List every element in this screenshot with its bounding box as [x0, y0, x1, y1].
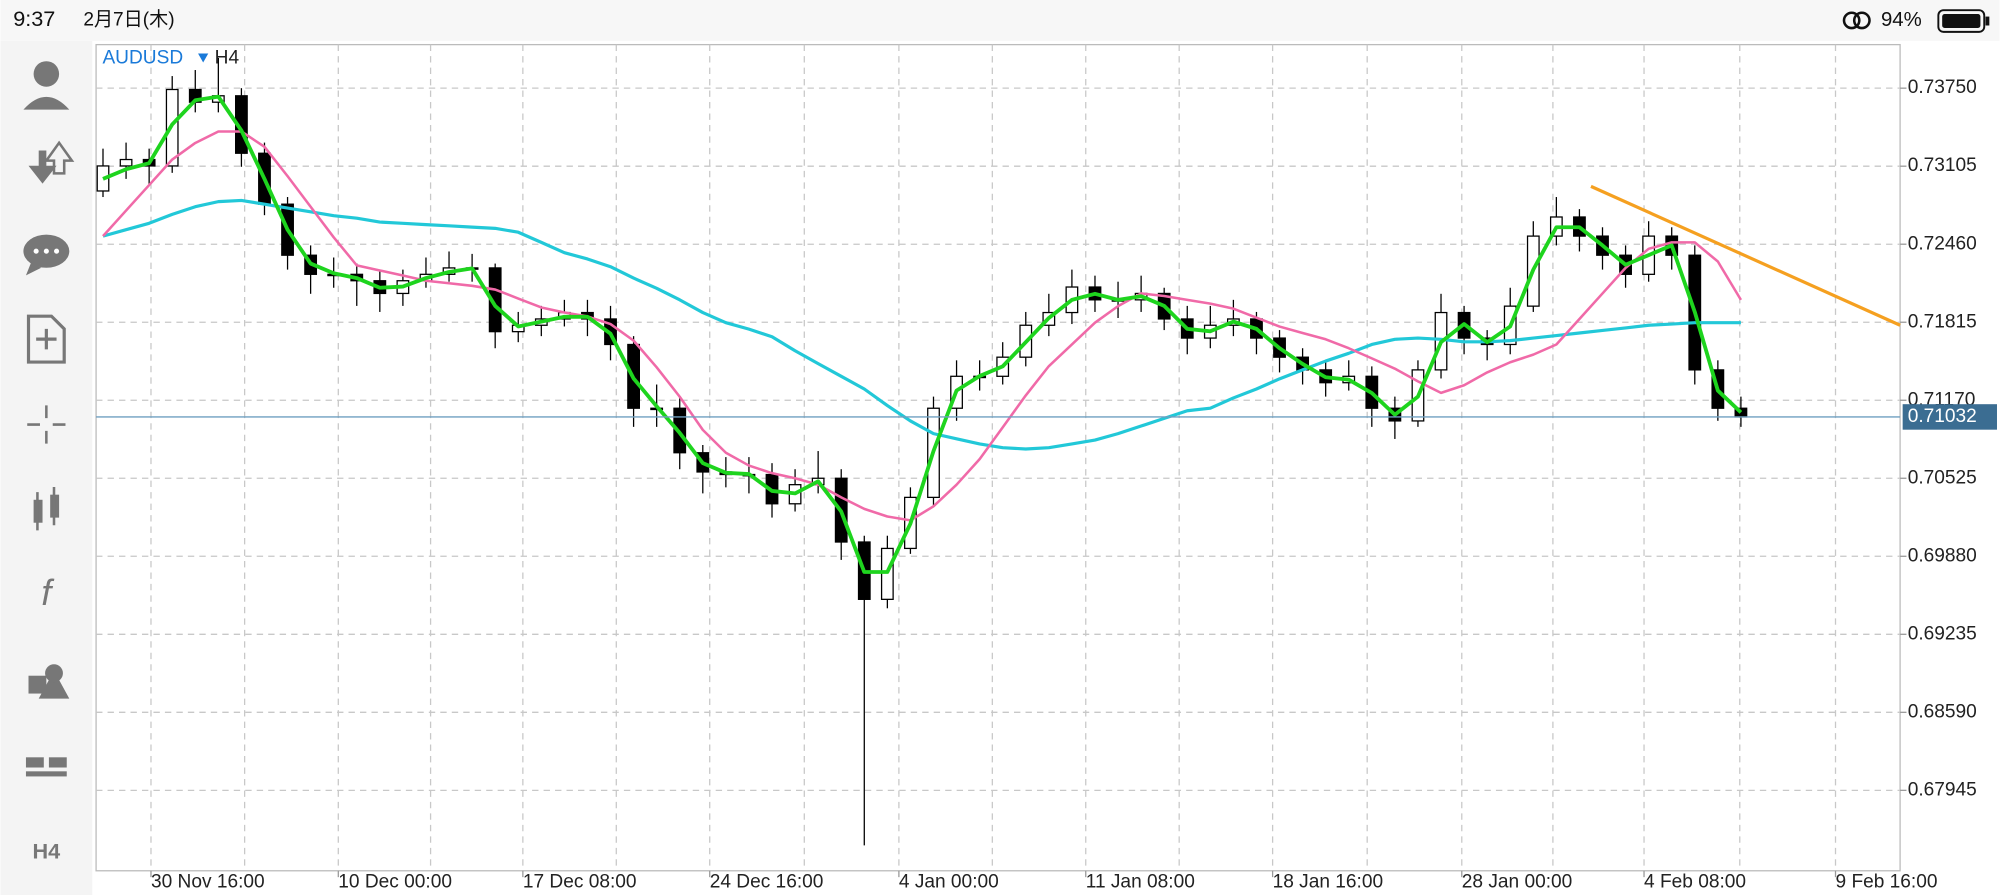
y-tick-label: 0.70525	[1908, 467, 1977, 488]
x-tick-label: 10 Dec 00:00	[338, 871, 452, 892]
y-tick-label: 0.68590	[1908, 701, 1977, 722]
y-tick-label: 0.73105	[1908, 155, 1977, 176]
candle-body	[119, 158, 133, 167]
symbol-dropdown[interactable]	[198, 53, 209, 63]
moving-average	[102, 198, 1741, 451]
timeframe: H4	[215, 48, 240, 69]
trade-icon[interactable]	[28, 140, 75, 184]
x-tick-label: 17 Dec 08:00	[523, 871, 637, 892]
x-tick-label: 18 Jan 16:00	[1273, 871, 1384, 892]
account-icon[interactable]	[23, 61, 70, 110]
indicators-icon[interactable]: f	[41, 573, 54, 613]
layout-icon[interactable]	[25, 757, 67, 777]
battery-level: 94%	[1881, 9, 1922, 31]
x-tick-label: 9 Feb 16:00	[1836, 871, 1938, 892]
y-tick-label: 0.67945	[1908, 779, 1977, 800]
chart-type-icon[interactable]	[33, 487, 60, 531]
toolbar	[0, 40, 93, 895]
new-order-icon[interactable]	[26, 314, 66, 364]
y-tick-label: 0.72460	[1908, 233, 1977, 254]
x-tick-label: 28 Jan 00:00	[1462, 871, 1573, 892]
crosshair-icon[interactable]	[27, 405, 66, 444]
x-tick-label: 24 Dec 16:00	[710, 871, 824, 892]
symbol[interactable]: AUDUSD	[102, 48, 183, 69]
timeframe-button[interactable]: H4	[33, 839, 61, 864]
bid-label: 0.71032	[1908, 406, 1977, 427]
x-tick-label: 30 Nov 16:00	[151, 871, 265, 892]
axes: 0.737500.731050.724600.718150.711700.705…	[96, 77, 1997, 892]
bid-label-box	[1902, 404, 1997, 430]
wifi-icon	[1842, 11, 1871, 30]
battery-icon	[1937, 9, 1990, 33]
y-tick-label: 0.73750	[1908, 77, 1977, 98]
status-bar	[0, 0, 2000, 41]
moving-average	[102, 94, 1743, 574]
x-tick-label: 11 Jan 08:00	[1086, 871, 1195, 892]
plot-area	[95, 43, 1901, 872]
y-tick-label: 0.71815	[1908, 311, 1977, 332]
status-date: 2月7日(木)	[83, 8, 174, 30]
x-tick-label: 4 Feb 08:00	[1644, 871, 1746, 892]
moving-average	[102, 130, 1743, 522]
y-tick-label: 0.69235	[1908, 623, 1977, 644]
trend-line	[1590, 184, 1901, 327]
objects-icon[interactable]	[28, 664, 70, 699]
plot	[96, 57, 1901, 846]
toolbar-icons: f H4	[23, 61, 75, 864]
status-time: 9:37	[13, 6, 55, 31]
y-tick-label: 0.69880	[1908, 545, 1977, 566]
chat-icon[interactable]	[23, 234, 70, 276]
x-tick-label: 4 Jan 00:00	[899, 871, 999, 892]
